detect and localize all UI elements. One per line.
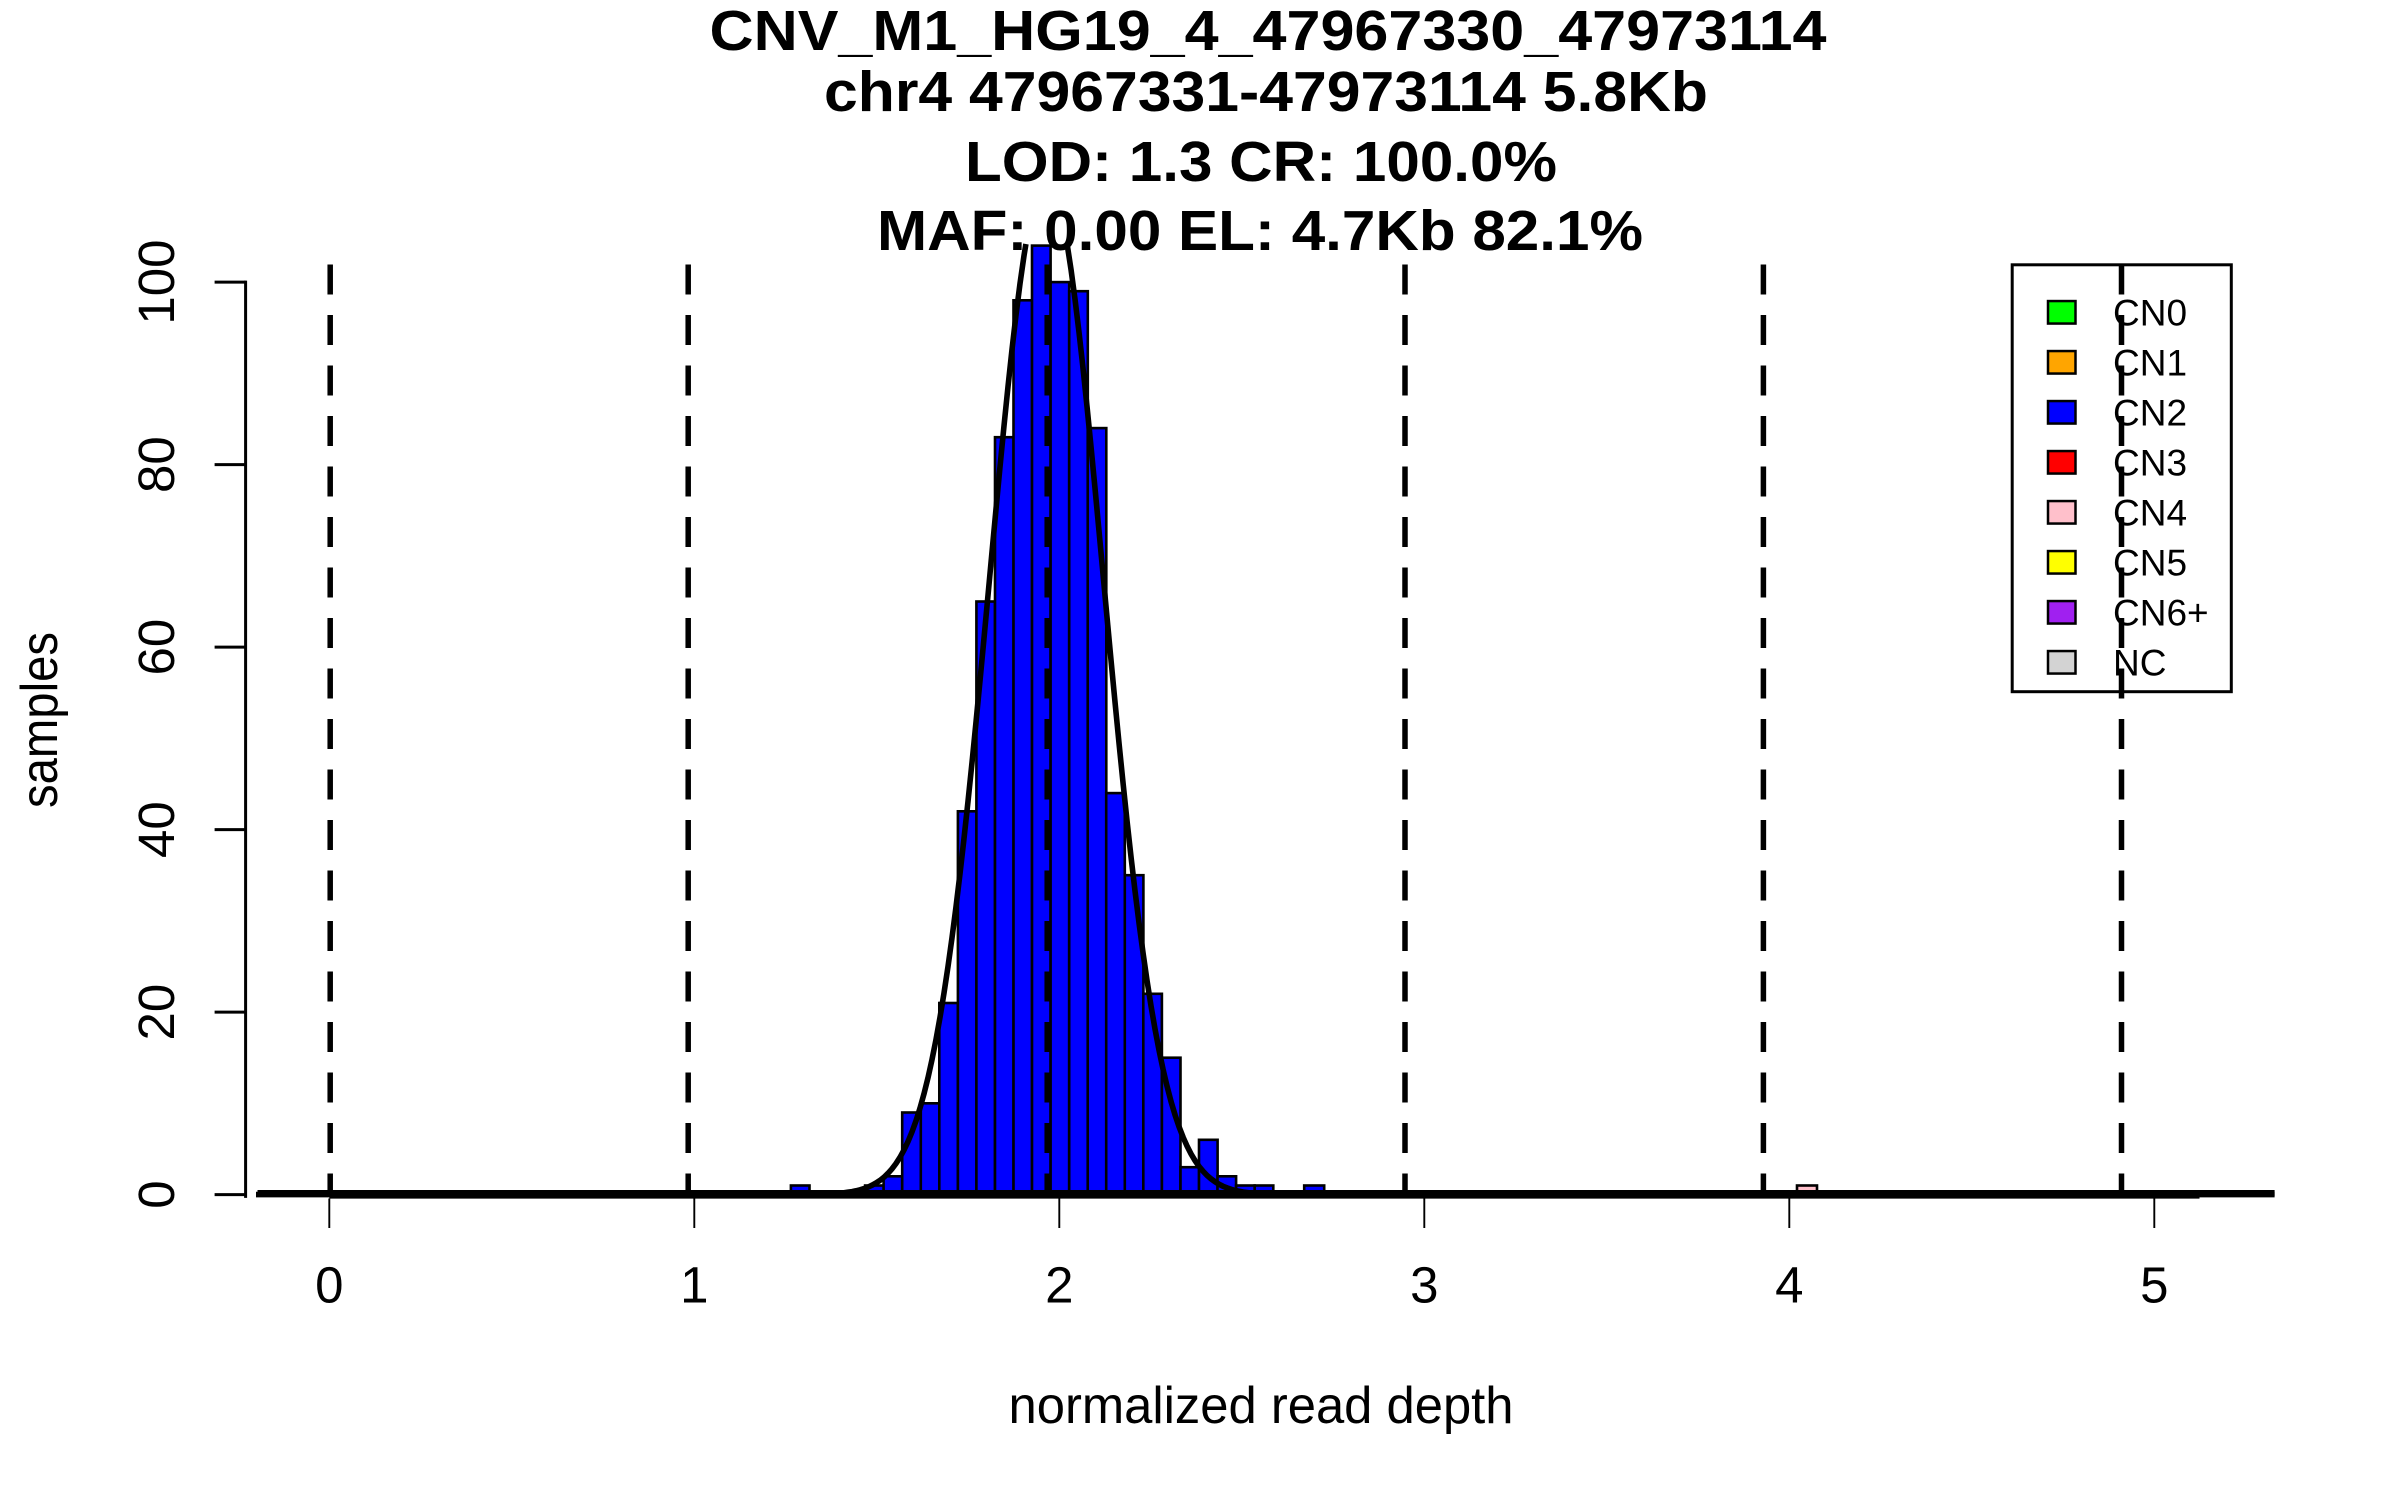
svg-text:samples: samples bbox=[11, 632, 69, 808]
svg-text:2: 2 bbox=[1045, 1257, 1073, 1314]
svg-text:80: 80 bbox=[128, 436, 185, 493]
svg-text:20: 20 bbox=[128, 984, 185, 1041]
svg-text:4: 4 bbox=[1775, 1257, 1803, 1314]
svg-text:CN5: CN5 bbox=[2113, 543, 2187, 584]
svg-text:0: 0 bbox=[128, 1180, 185, 1208]
svg-text:CN6+: CN6+ bbox=[2113, 593, 2209, 634]
svg-text:MAF: 0.00 EL: 4.7Kb 82.1%: MAF: 0.00 EL: 4.7Kb 82.1% bbox=[877, 199, 1643, 263]
svg-text:3: 3 bbox=[1410, 1257, 1438, 1314]
svg-text:1: 1 bbox=[680, 1257, 708, 1314]
svg-text:100: 100 bbox=[128, 240, 185, 325]
svg-text:0: 0 bbox=[315, 1257, 343, 1314]
svg-text:CN1: CN1 bbox=[2113, 343, 2187, 384]
svg-text:40: 40 bbox=[128, 801, 185, 858]
svg-text:CN3: CN3 bbox=[2113, 443, 2187, 484]
svg-text:5: 5 bbox=[2140, 1257, 2168, 1314]
svg-text:CN2: CN2 bbox=[2113, 393, 2187, 434]
svg-text:normalized read depth: normalized read depth bbox=[1009, 1377, 1514, 1435]
svg-text:60: 60 bbox=[128, 619, 185, 676]
svg-text:CNV_M1_HG19_4_47967330_4797311: CNV_M1_HG19_4_47967330_47973114 bbox=[710, 0, 1827, 63]
svg-text:chr4 47967331-47973114 5.8Kb: chr4 47967331-47973114 5.8Kb bbox=[824, 60, 1708, 124]
svg-text:CN0: CN0 bbox=[2113, 293, 2187, 334]
svg-text:LOD: 1.3 CR: 100.0%: LOD: 1.3 CR: 100.0% bbox=[965, 130, 1557, 194]
svg-text:CN4: CN4 bbox=[2113, 493, 2187, 534]
